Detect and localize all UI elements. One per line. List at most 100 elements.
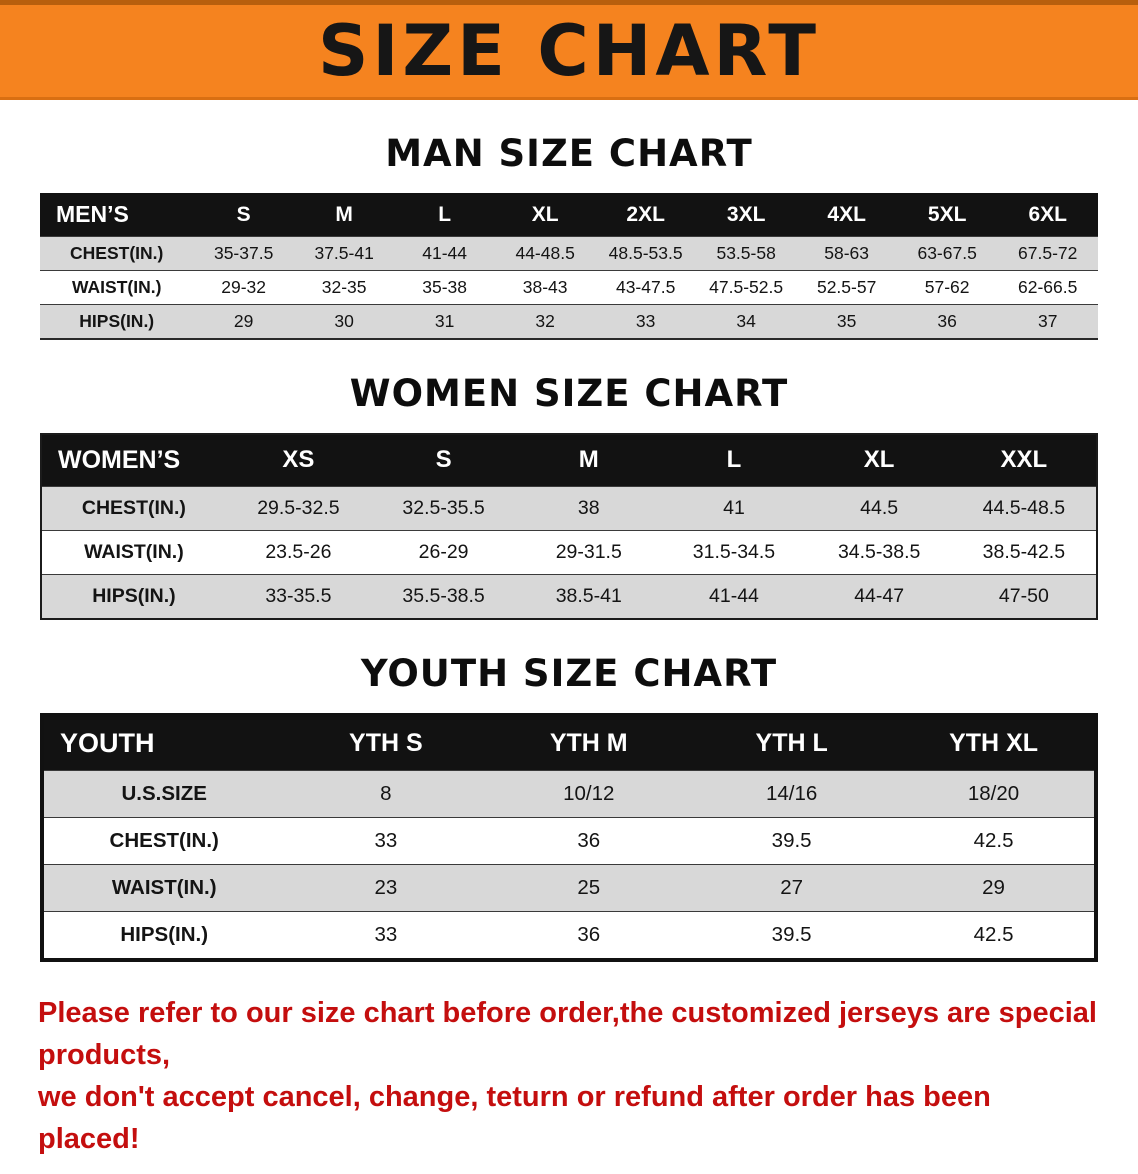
size-chart-banner: SIZE CHART (0, 0, 1138, 100)
men-size-column-header: 6XL (997, 193, 1098, 237)
measurement-value: 58-63 (796, 236, 897, 271)
measurement-value: 42.5 (893, 817, 1096, 865)
measurement-label: HIPS(IN.) (41, 573, 226, 619)
youth-size-section: YOUTH SIZE CHART YOUTH YTH S YTH M YTH L YTH … (0, 651, 1138, 962)
measurement-label: HIPS(IN.) (40, 304, 194, 340)
measurement-value: 53.5-58 (695, 236, 797, 271)
measurement-value: 33 (284, 911, 488, 961)
measurement-value: 37 (997, 304, 1098, 340)
measurement-value: 36 (487, 817, 691, 865)
measurement-value: 41-44 (661, 573, 807, 619)
women-measurement-row: WAIST(IN.) 23.5-26 26-29 29-31.5 31.5-34.5 34… (41, 529, 1097, 575)
measurement-value: 36 (487, 911, 691, 961)
youth-size-table: YOUTH YTH S YTH M YTH L YTH XL U.S.SIZE 8 10/12… (40, 712, 1098, 962)
measurement-value: 44.5 (806, 485, 952, 531)
youth-measurement-row: WAIST(IN.) 23 25 27 29 (42, 864, 1096, 912)
measurement-value: 38-43 (494, 270, 596, 305)
disclaimer: Please refer to our size chart before or… (0, 992, 1138, 1174)
measurement-value: 25 (487, 864, 691, 912)
measurement-value: 31 (394, 304, 495, 340)
youth-size-column-header: YTH S (284, 714, 488, 771)
measurement-value: 29 (193, 304, 294, 340)
youth-section-heading: YOUTH SIZE CHART (360, 651, 778, 695)
youth-size-column-header: YTH L (690, 714, 894, 771)
disclaimer-line-2: we don't accept cancel, change, teturn o… (38, 1081, 991, 1156)
women-size-column-header: L (661, 434, 807, 486)
women-size-column-header: XXL (951, 434, 1097, 486)
women-size-column-header: XL (806, 434, 952, 486)
measurement-value: 31.5-34.5 (661, 529, 807, 575)
women-size-column-header: S (370, 434, 517, 486)
measurement-value: 33-35.5 (225, 573, 371, 619)
measurement-value: 39.5 (690, 817, 894, 865)
measurement-value: 41 (661, 485, 807, 531)
measurement-label: CHEST(IN.) (42, 817, 285, 865)
measurement-label: WAIST(IN.) (40, 270, 194, 305)
measurement-value: 18/20 (893, 770, 1096, 818)
measurement-value: 57-62 (896, 270, 998, 305)
men-size-column-header: 4XL (796, 193, 897, 237)
men-measurement-row: HIPS(IN.) 29 30 31 32 33 34 35 36 37 (40, 304, 1098, 340)
men-size-table: MEN’S S M L XL 2XL 3XL 4XL 5XL 6XL CHEST(IN.) 35-37… (40, 193, 1098, 340)
measurement-value: 29-32 (193, 270, 294, 305)
measurement-value: 43-47.5 (595, 270, 696, 305)
measurement-label: U.S.SIZE (42, 770, 285, 818)
measurement-value: 48.5-53.5 (595, 236, 696, 271)
measurement-value: 29-31.5 (516, 529, 662, 575)
youth-measurement-row: HIPS(IN.) 33 36 39.5 42.5 (42, 911, 1096, 961)
measurement-value: 34 (695, 304, 797, 340)
men-table-title: MEN’S (40, 193, 194, 237)
measurement-label: WAIST(IN.) (41, 529, 226, 575)
men-table-header-row: MEN’S S M L XL 2XL 3XL 4XL 5XL 6XL (40, 193, 1098, 237)
men-section-heading: MAN SIZE CHART (385, 132, 753, 175)
size-chart-sections: MAN SIZE CHART MEN’S S M L XL 2XL 3XL 4XL 5XL 6XL C… (0, 132, 1138, 962)
measurement-value: 44.5-48.5 (951, 485, 1097, 531)
measurement-value: 32-35 (293, 270, 395, 305)
men-size-column-header: 5XL (896, 193, 998, 237)
measurement-value: 35 (796, 304, 897, 340)
measurement-value: 38.5-42.5 (951, 529, 1097, 575)
measurement-value: 27 (690, 864, 894, 912)
youth-size-column-header: YTH M (487, 714, 691, 771)
measurement-value: 37.5-41 (293, 236, 395, 271)
women-table-header-row: WOMEN’S XS S M L XL XXL (41, 434, 1097, 486)
measurement-value: 33 (595, 304, 696, 340)
measurement-value: 62-66.5 (997, 270, 1098, 305)
measurement-value: 38.5-41 (516, 573, 662, 619)
measurement-value: 63-67.5 (896, 236, 998, 271)
measurement-label: CHEST(IN.) (40, 236, 194, 271)
women-measurement-row: CHEST(IN.) 29.5-32.5 32.5-35.5 38 41 44.5 44.5… (41, 485, 1097, 531)
measurement-value: 35.5-38.5 (370, 573, 517, 619)
youth-table-title: YOUTH (42, 714, 285, 771)
measurement-value: 35-37.5 (193, 236, 294, 271)
youth-size-column-header: YTH XL (893, 714, 1096, 771)
measurement-value: 23.5-26 (225, 529, 371, 575)
measurement-value: 30 (293, 304, 395, 340)
women-size-table: WOMEN’S XS S M L XL XXL CHEST(IN.) 29.5-32.5 32.5… (40, 433, 1098, 620)
measurement-value: 29 (893, 864, 1096, 912)
men-size-column-header: M (293, 193, 395, 237)
measurement-value: 33 (284, 817, 488, 865)
men-size-column-header: 2XL (595, 193, 696, 237)
measurement-value: 41-44 (394, 236, 495, 271)
measurement-value: 47.5-52.5 (695, 270, 797, 305)
youth-measurement-row: CHEST(IN.) 33 36 39.5 42.5 (42, 817, 1096, 865)
women-size-column-header: M (516, 434, 662, 486)
measurement-value: 23 (284, 864, 488, 912)
measurement-label: WAIST(IN.) (42, 864, 285, 912)
measurement-value: 8 (284, 770, 488, 818)
measurement-value: 34.5-38.5 (806, 529, 952, 575)
measurement-value: 14/16 (690, 770, 894, 818)
measurement-value: 35-38 (394, 270, 495, 305)
measurement-value: 38 (516, 485, 662, 531)
measurement-value: 29.5-32.5 (225, 485, 371, 531)
measurement-value: 44-47 (806, 573, 952, 619)
measurement-value: 32.5-35.5 (370, 485, 517, 531)
men-measurement-row: CHEST(IN.) 35-37.5 37.5-41 41-44 44-48.5 48.5… (40, 236, 1098, 271)
measurement-value: 42.5 (893, 911, 1096, 961)
measurement-label: HIPS(IN.) (42, 911, 285, 961)
men-size-section: MAN SIZE CHART MEN’S S M L XL 2XL 3XL 4XL 5XL 6XL C… (0, 132, 1138, 340)
men-size-column-header: XL (494, 193, 596, 237)
women-table-title: WOMEN’S (41, 434, 226, 486)
measurement-value: 52.5-57 (796, 270, 897, 305)
